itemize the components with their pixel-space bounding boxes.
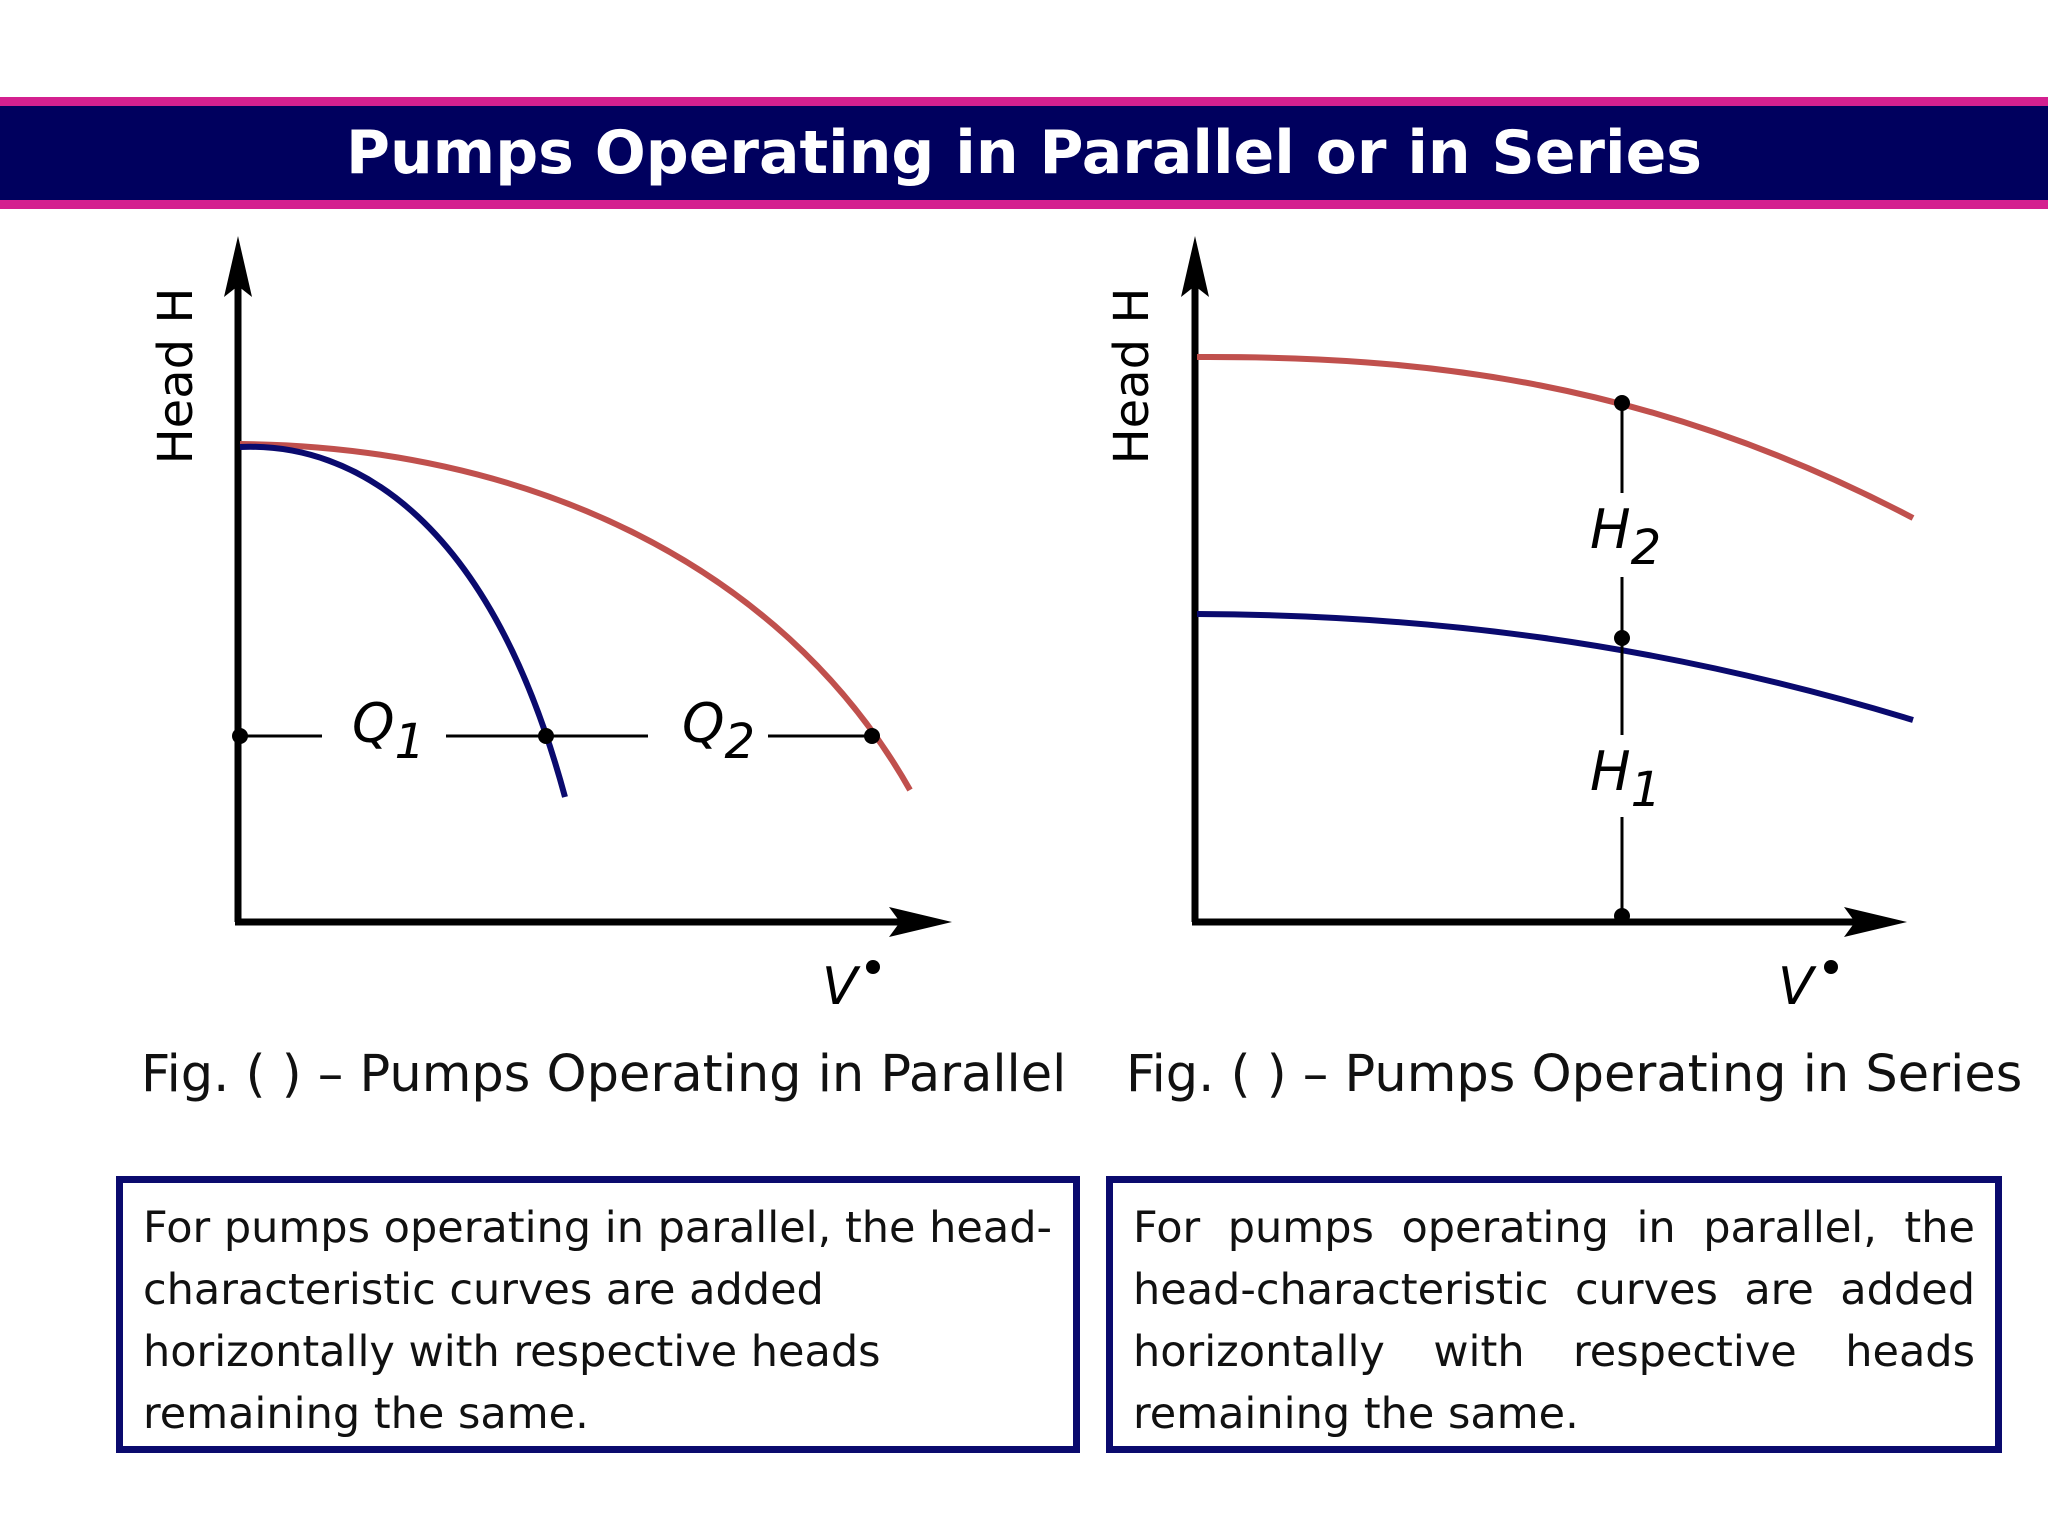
description-parallel: For pumps operating in parallel, the hea… [143, 1203, 1053, 1439]
series-y-axis [1181, 236, 1209, 922]
series-y-label: Head H [1104, 288, 1160, 465]
h2-label: H2 [1590, 498, 1661, 576]
operating-point-single [538, 728, 554, 744]
single-pump-curve-parallel [239, 443, 568, 798]
q2-label: Q2 [682, 692, 755, 770]
caption-parallel: Fig. ( ) – Pumps Operating in Parallel [141, 1045, 1067, 1104]
parallel-x-axis [235, 907, 952, 937]
description-box-series: For pumps operating in parallel, the hea… [1106, 1176, 2002, 1453]
series-diagram: Head H V H2 H1 [1104, 236, 1915, 1017]
parallel-x-label: V [822, 957, 861, 1017]
parallel-y-arrowhead [224, 236, 252, 297]
q1-label: Q1 [352, 692, 425, 770]
parallel-diagram: Head H V Q1 Q2 [148, 236, 952, 1017]
parallel-x-arrowhead [889, 907, 952, 937]
series-y-arrowhead [1181, 236, 1209, 297]
head-point-single [1614, 630, 1630, 646]
head-point-combined [1614, 395, 1630, 411]
caption-series: Fig. ( ) – Pumps Operating in Series [1126, 1045, 2023, 1104]
combined-curve-parallel [239, 441, 913, 792]
parallel-y-axis [224, 236, 252, 922]
series-x-arrowhead [1844, 907, 1907, 937]
series-x-label: V [1778, 957, 1817, 1017]
description-box-parallel: For pumps operating in parallel, the hea… [116, 1176, 1080, 1453]
single-pump-curve-series [1196, 611, 1914, 723]
title-bar: Pumps Operating in Parallel or in Series [0, 97, 2048, 209]
series-x-axis [1192, 907, 1907, 937]
head-point-axis [1614, 908, 1630, 924]
operating-point-combined [864, 728, 880, 744]
slide-title: Pumps Operating in Parallel or in Series [345, 118, 1702, 188]
h1-label: H1 [1590, 740, 1661, 818]
combined-curve-series [1196, 353, 1915, 521]
series-x-label-dot [1824, 960, 1838, 974]
operating-point-axis [232, 728, 248, 744]
parallel-y-label: Head H [148, 288, 204, 465]
description-series: For pumps operating in parallel, the hea… [1133, 1203, 1975, 1439]
parallel-x-label-dot [866, 960, 880, 974]
